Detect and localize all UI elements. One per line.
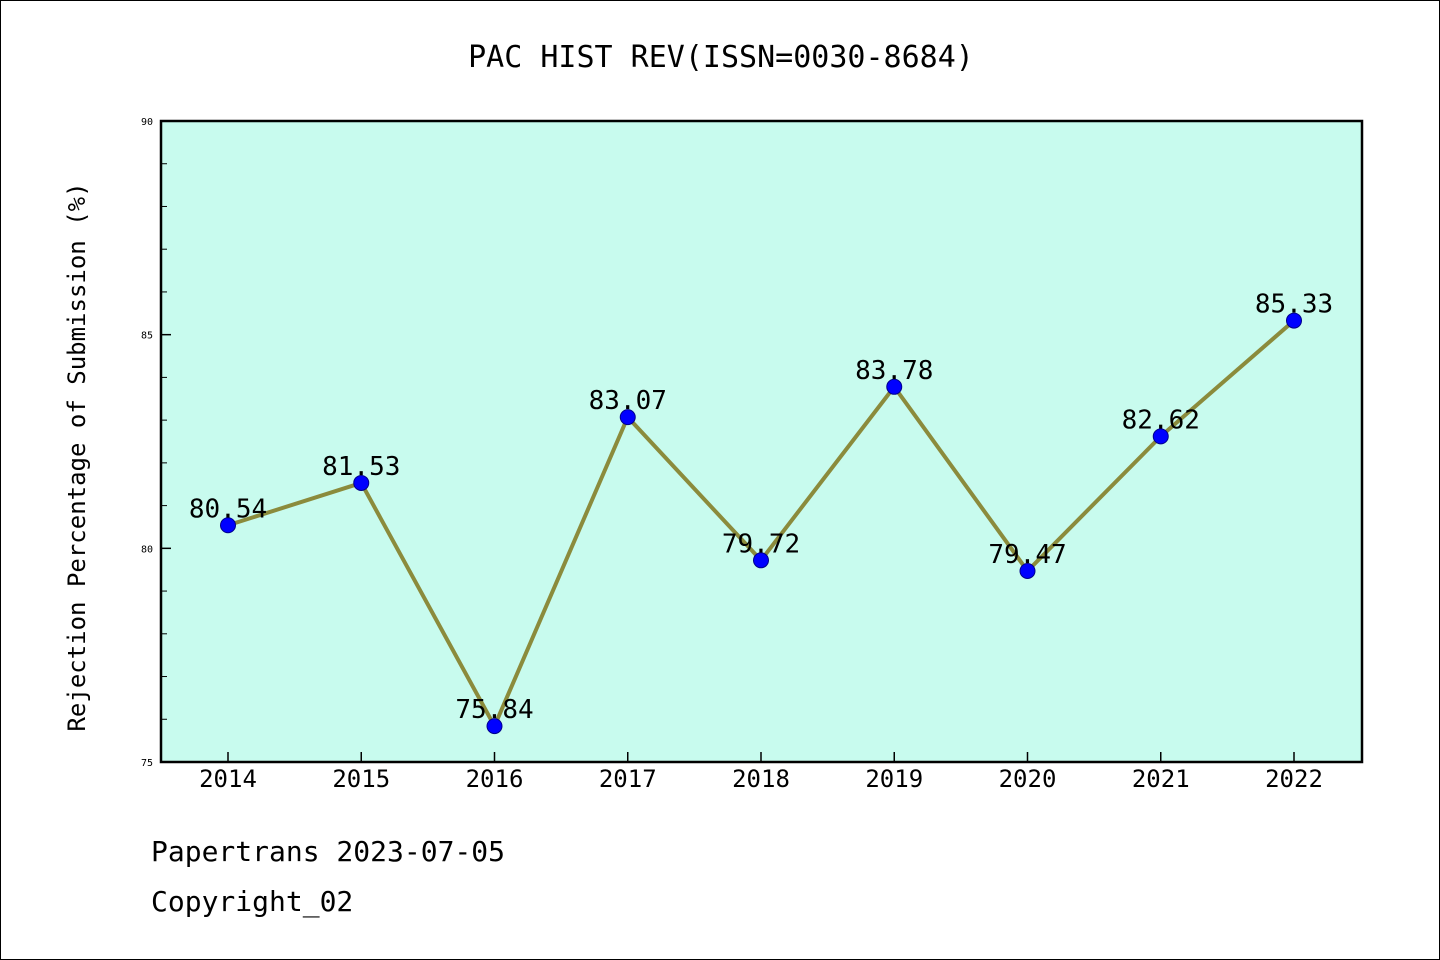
data-label: 82.62 [1122,405,1200,435]
x-tick-label: 2021 [1132,765,1190,793]
data-point-marker [486,718,503,735]
data-label: 75.84 [455,695,533,725]
chart-title: PAC HIST REV(ISSN=0030-8684) [468,40,974,75]
data-label: 85.33 [1255,290,1333,320]
data-point-marker [619,409,636,426]
data-point-marker [753,552,769,569]
footer-copyright-text: Copyright_02 [151,885,354,918]
plot-area [159,119,1364,764]
data-point-marker [1019,562,1036,579]
data-label: 79.47 [988,540,1066,570]
data-label: 79.72 [722,529,800,559]
data-label: 81.53 [322,452,400,482]
data-markers [220,312,1302,735]
data-point-marker [1152,428,1169,445]
y-tick-label: 85 [141,331,153,342]
y-axis-label: Rejection Percentage of Submission (%) [63,182,91,731]
x-tick-label: 2022 [1265,765,1323,793]
x-tick-label: 2019 [865,765,923,793]
data-point-marker [886,378,903,395]
x-tick-label: 2016 [466,765,524,793]
y-tick-label: 80 [141,544,153,555]
x-tick-label: 2020 [999,765,1057,793]
data-point-marker [1286,312,1302,329]
y-tick-label: 90 [141,117,153,128]
data-label: 83.07 [589,386,667,416]
data-label: 80.54 [189,494,267,524]
data-labels: 80.54 81.53 75.84 83.07 79.72 83.78 79.47 82.62… [189,290,1333,726]
x-tick-label: 2014 [199,765,257,793]
data-label: 83.78 [855,356,933,386]
footer-date-text: Papertrans 2023-07-05 [151,835,506,868]
x-tick-label: 2018 [732,765,790,793]
y-axis-ticks: 75 80 85 90 [141,117,171,769]
x-tick-label: 2017 [599,765,657,793]
data-point-marker [353,474,370,491]
x-tick-label: 2015 [332,765,390,793]
x-axis-ticks: 2014 2015 2016 2017 2018 2019 2020 2021 2022 [199,752,1323,793]
y-tick-label: 75 [141,758,153,769]
data-point-marker [220,517,236,534]
